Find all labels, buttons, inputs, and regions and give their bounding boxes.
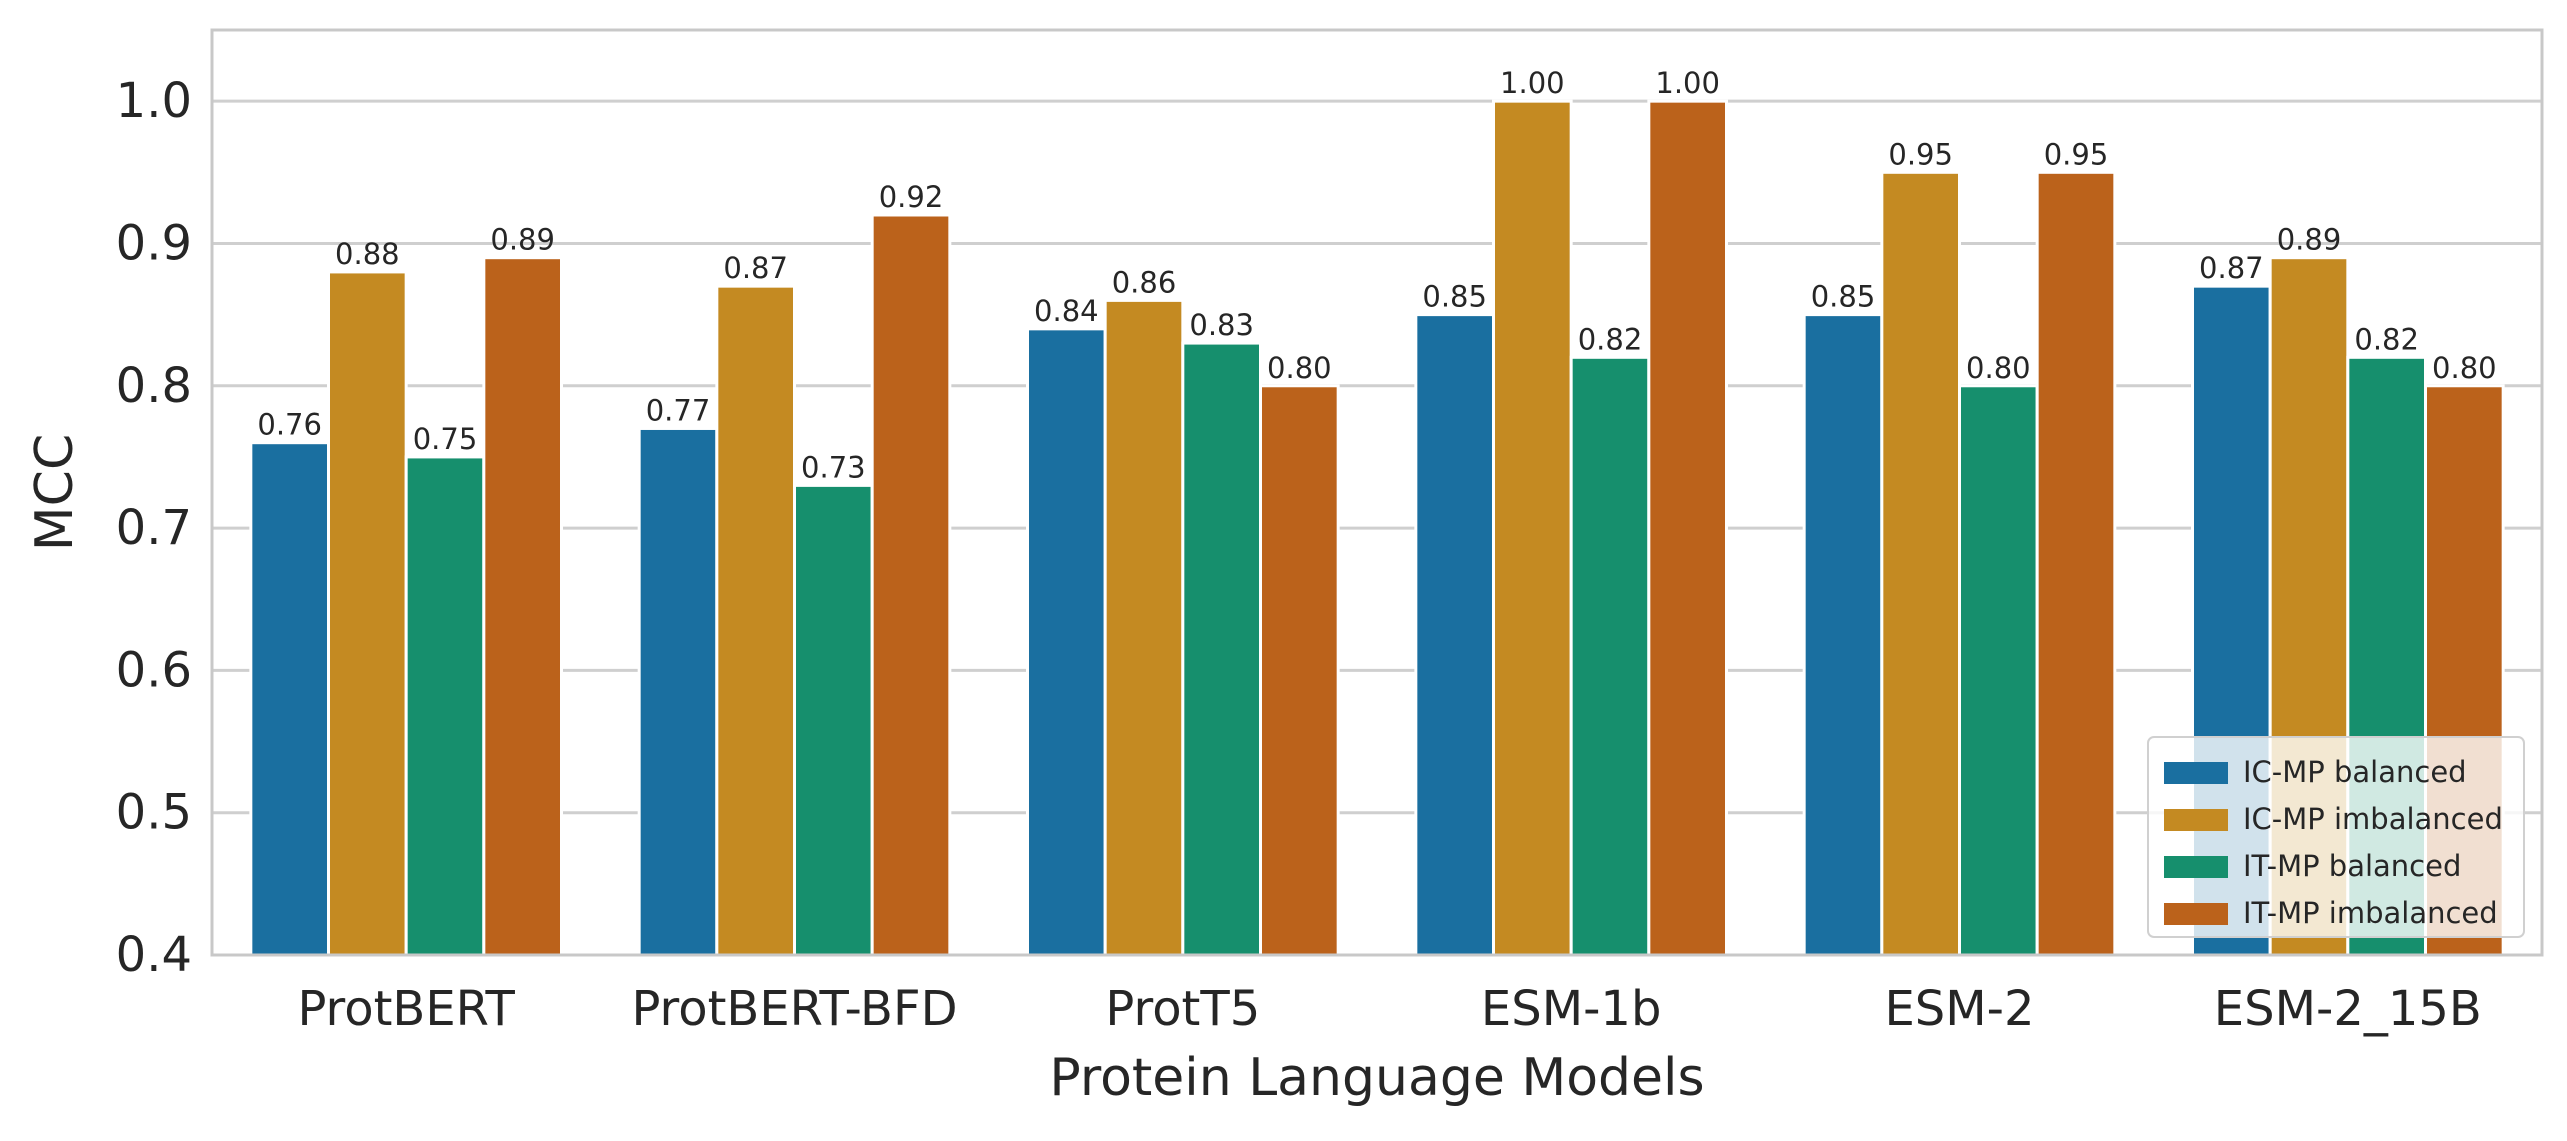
y-tick-label: 0.9	[116, 215, 192, 271]
bar-value-label: 0.87	[2199, 251, 2264, 285]
bar	[249, 441, 330, 957]
bar	[1647, 99, 1729, 957]
x-tick-label: ESM-1b	[1481, 981, 1662, 1037]
bar	[404, 455, 486, 957]
bar-value-label: 0.95	[2044, 137, 2109, 171]
bar-value-label: 0.75	[413, 422, 478, 456]
bar	[1492, 99, 1573, 957]
bar	[1103, 298, 1185, 957]
legend-label: IC-MP balanced	[2243, 755, 2467, 789]
bar	[1802, 313, 1884, 957]
legend-swatch	[2164, 762, 2228, 784]
bar	[1569, 355, 1651, 957]
x-tick-labels: ProtBERT ProtBERT-BFD ProtT5 ESM-1b ESM-2 ESM…	[297, 981, 2481, 1037]
bar	[870, 213, 952, 957]
bar-value-label: 0.82	[2354, 322, 2419, 356]
x-tick-label: ProtBERT	[297, 981, 515, 1037]
legend-swatch	[2164, 809, 2228, 831]
bar-value-label: 0.89	[490, 223, 555, 257]
x-tick-label: ProtBERT-BFD	[631, 981, 957, 1037]
bar	[1880, 170, 1962, 957]
y-tick-labels: 0.4 0.5 0.6 0.7 0.8 0.9 1.0	[116, 73, 192, 983]
legend-label: IT-MP imbalanced	[2243, 896, 2498, 930]
y-axis-title: MCC	[25, 434, 85, 551]
bar-value-label: 0.88	[335, 237, 400, 271]
bar	[2035, 170, 2117, 957]
bar-labels: 0.76 0.88 0.75 0.89 0.77 0.87 0.73 0.92 0.84 0.86…	[257, 66, 2496, 484]
bar	[1958, 384, 2039, 957]
bar-value-label: 0.80	[1267, 351, 1332, 385]
y-tick-label: 0.7	[116, 500, 192, 556]
bar-value-label: 0.89	[2277, 223, 2342, 257]
bar-value-label: 0.95	[1888, 137, 1953, 171]
bar-value-label: 0.84	[1034, 294, 1099, 328]
bar	[1181, 341, 1263, 957]
bar-value-label: 0.85	[1422, 280, 1487, 314]
y-tick-label: 0.4	[116, 927, 192, 983]
bar-value-label: 0.87	[723, 251, 788, 285]
bar-value-label: 0.92	[879, 180, 944, 214]
legend-swatch	[2164, 903, 2228, 925]
x-tick-label: ProtT5	[1105, 981, 1260, 1037]
legend-label: IC-MP imbalanced	[2243, 802, 2503, 836]
bar-value-label: 1.00	[1500, 66, 1565, 100]
bar-value-label: 0.86	[1112, 265, 1177, 299]
y-tick-label: 0.5	[116, 785, 192, 841]
legend-swatch	[2164, 856, 2228, 878]
y-tick-label: 0.6	[116, 642, 192, 698]
bar-value-label: 0.80	[2432, 351, 2497, 385]
bar-value-label: 0.83	[1189, 308, 1254, 342]
x-tick-label: ESM-2_15B	[2214, 981, 2482, 1037]
bar	[482, 256, 564, 957]
bar-value-label: 0.73	[801, 450, 866, 484]
bar	[1414, 313, 1496, 957]
y-tick-label: 0.8	[116, 358, 192, 414]
bar-value-label: 0.77	[646, 393, 711, 427]
legend: IC-MP balanced IC-MP imbalanced IT-MP bala…	[2147, 736, 2525, 938]
bar-value-label: 1.00	[1655, 66, 1720, 100]
bar-value-label: 0.85	[1811, 280, 1876, 314]
bar	[1026, 327, 1107, 957]
bar	[793, 483, 874, 957]
bar	[715, 284, 796, 957]
y-tick-label: 1.0	[116, 73, 192, 129]
x-tick-label: ESM-2	[1884, 981, 2034, 1037]
bar	[1259, 384, 1340, 957]
legend-box	[2147, 736, 2525, 938]
legend-label: IT-MP balanced	[2243, 849, 2461, 883]
bar-value-label: 0.82	[1578, 322, 1643, 356]
bar-value-label: 0.80	[1966, 351, 2031, 385]
plot-frame	[210, 28, 2544, 957]
bar-value-label: 0.76	[257, 408, 322, 442]
bar	[327, 270, 408, 957]
bar	[637, 426, 719, 957]
x-axis-title: Protein Language Models	[1049, 1048, 1704, 1108]
